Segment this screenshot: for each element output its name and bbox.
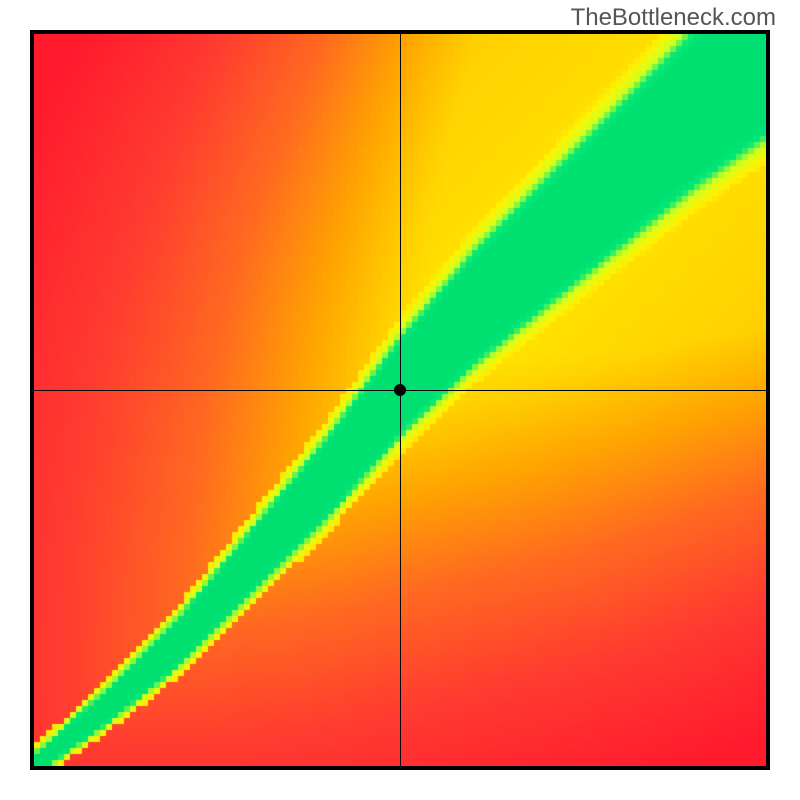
chart-container: TheBottleneck.com [0,0,800,800]
marker-dot [394,384,406,396]
watermark-text: TheBottleneck.com [571,4,776,32]
plot-area [30,30,770,770]
crosshair-vertical [400,34,401,766]
